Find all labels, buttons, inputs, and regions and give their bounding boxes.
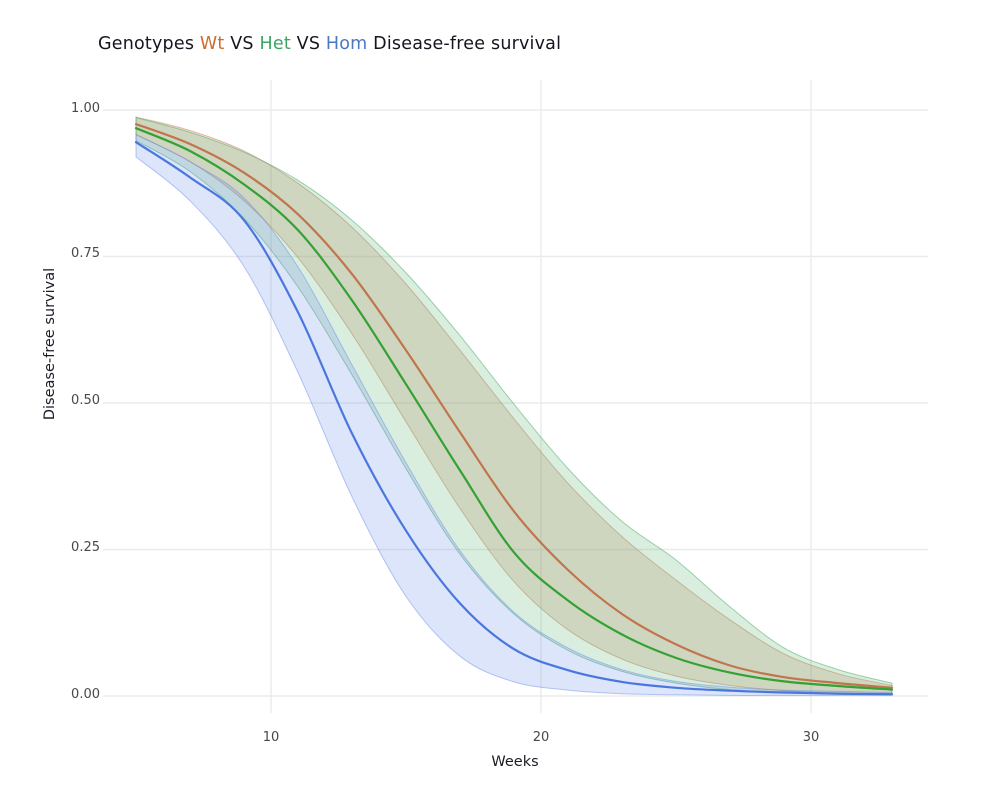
chart-title: Genotypes Wt VS Het VS Hom Disease-free … bbox=[98, 34, 561, 54]
x-tick-20: 20 bbox=[532, 730, 550, 745]
survival-curve-wt bbox=[134, 123, 894, 689]
y-axis-title: Disease-free survival bbox=[42, 267, 58, 421]
y-tick-0-00: 0.00 bbox=[71, 687, 100, 702]
y-tick-0-50: 0.50 bbox=[71, 393, 100, 408]
x-axis-title: Weeks bbox=[491, 754, 539, 770]
title-het-label: Het bbox=[259, 34, 291, 54]
title-dfs-text: Disease-free survival bbox=[367, 34, 562, 54]
survival-curve-het bbox=[134, 127, 894, 691]
x-tick-30: 30 bbox=[802, 730, 820, 745]
x-tick-10: 10 bbox=[262, 730, 280, 745]
title-vs1-text: VS bbox=[224, 34, 260, 54]
y-tick-1-00: 1.00 bbox=[71, 101, 100, 116]
title-wt-label: Wt bbox=[199, 34, 225, 54]
title-vs2-text: VS bbox=[290, 34, 326, 54]
survival-curve-hom bbox=[134, 141, 894, 696]
title-hom-label: Hom bbox=[325, 34, 368, 54]
y-tick-0-25: 0.25 bbox=[71, 540, 100, 555]
y-tick-0-75: 0.75 bbox=[71, 246, 100, 261]
title-genotypes-text: Genotypes bbox=[98, 34, 200, 54]
